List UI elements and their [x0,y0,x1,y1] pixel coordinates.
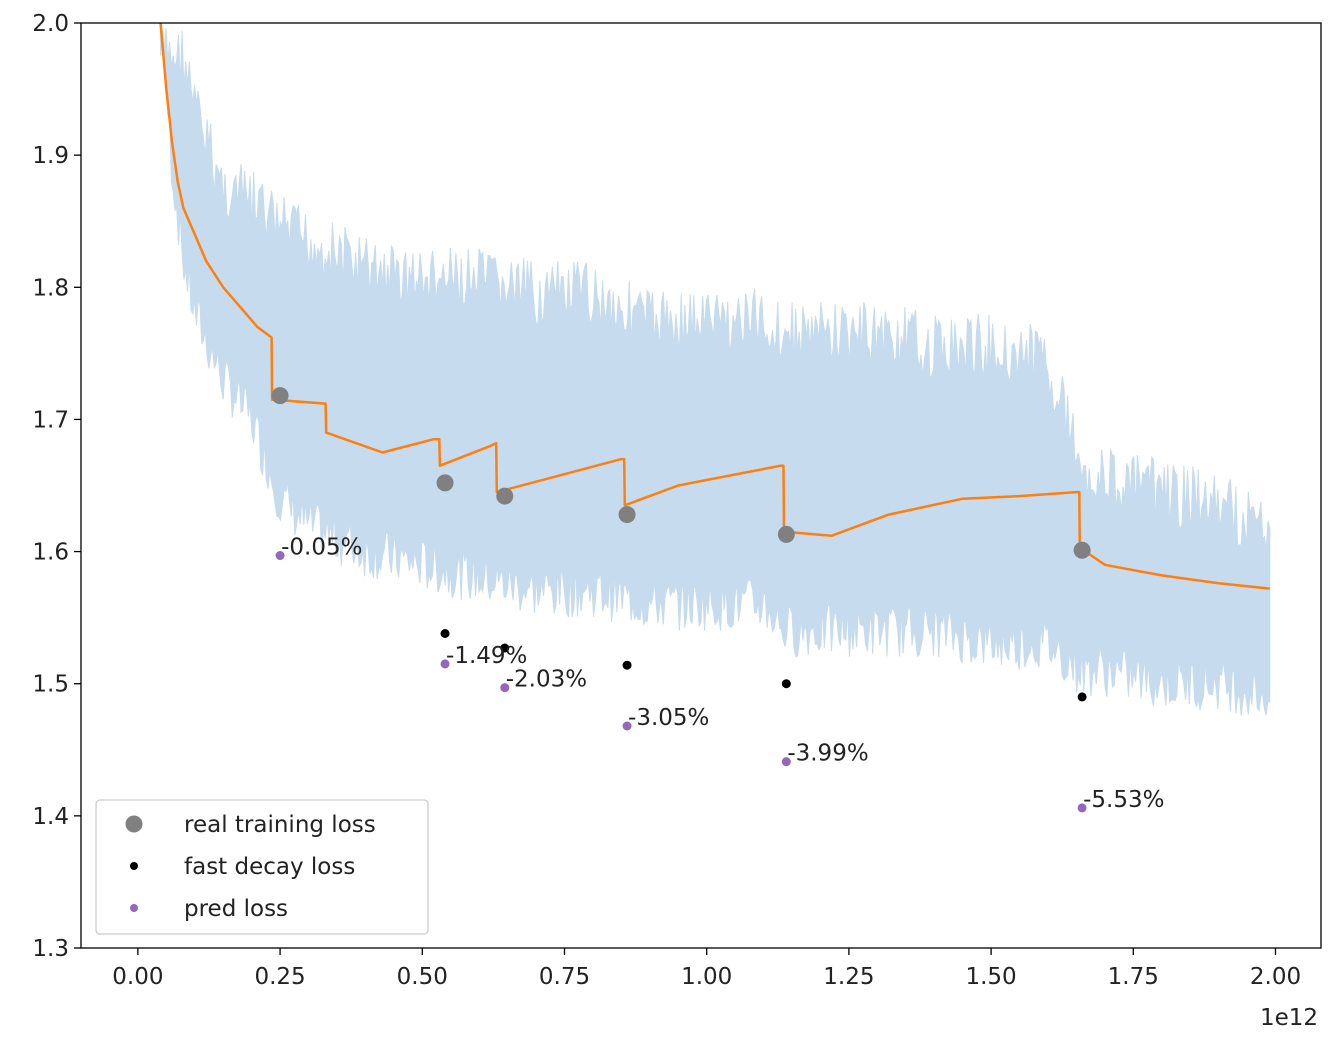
pred-loss-point [440,659,450,669]
x-tick-label: 1.00 [681,964,732,990]
legend-marker [130,862,138,870]
legend-marker [130,904,138,912]
smoothed-loss-layer [159,23,1270,590]
y-tick-label: 1.9 [32,143,69,169]
fast-decay-loss-point [440,629,450,638]
x-axis-offset-label: 1e12 [1260,1005,1318,1031]
pred-loss-point [781,757,791,767]
y-axis: 1.3 1.4 1.5 1.6 1.7 1.8 1.9 2.0 [32,11,81,962]
x-tick-label: 0.00 [112,964,163,990]
x-tick-label: 0.25 [254,964,305,990]
x-tick-label: 1.50 [965,964,1016,990]
legend-marker [125,815,143,833]
y-tick-label: 1.6 [32,540,69,566]
x-tick-label: 1.25 [823,964,874,990]
legend-label: real training loss [184,812,376,838]
legend: real training loss fast decay loss pred lo… [95,799,429,935]
pred-loss-point [1077,803,1087,813]
real-training-loss-point [1073,541,1091,559]
fast-decay-loss-point [622,660,632,670]
marker-layer [271,387,1091,813]
real-training-loss-point [436,474,454,492]
legend-label: fast decay loss [184,854,355,880]
y-tick-label: 2.0 [32,11,69,37]
real-training-loss-point [496,487,514,505]
real-training-loss-point [777,525,795,543]
x-tick-label: 2.00 [1250,964,1301,990]
x-axis: 0.00 0.25 0.50 0.75 1.00 1.25 1.50 1.75 2.00 [112,948,1301,990]
pred-loss-annotation: -0.05% [281,535,362,561]
y-tick-label: 1.4 [32,804,69,830]
y-tick-label: 1.7 [32,407,69,433]
y-tick-label: 1.5 [32,672,69,698]
annotation-layer: -0.05% -1.49%-2.03% -3.05% -3.99% -5.53% [281,535,1164,813]
pred-loss-annotation: -1.49% [446,643,527,669]
pred-loss-annotation: -3.05% [628,705,709,731]
plot-frame [80,22,1322,949]
pred-loss-point [275,551,285,561]
fast-decay-loss-point [500,643,510,653]
pred-loss-annotation: -5.53% [1083,787,1164,813]
smoothed-loss-line [159,23,1270,590]
x-tick-label: 0.50 [397,964,448,990]
legend-label: pred loss [184,896,288,922]
pred-loss-point [500,683,510,693]
x-tick-label: 1.75 [1108,964,1159,990]
real-training-loss-point [271,387,289,405]
real-training-loss-point [618,506,636,524]
fast-decay-loss-point [1077,692,1087,702]
fast-decay-loss-point [781,679,791,689]
x-tick-label: 0.75 [539,964,590,990]
legend-box [95,799,429,935]
pred-loss-annotation: -3.99% [787,741,868,767]
pred-loss-point [622,721,632,731]
y-tick-label: 1.3 [32,936,69,962]
raw-loss-band [160,23,1271,716]
raw-loss-layer [160,23,1271,716]
pred-loss-annotation: -2.03% [506,667,587,693]
y-tick-label: 1.8 [32,275,69,301]
